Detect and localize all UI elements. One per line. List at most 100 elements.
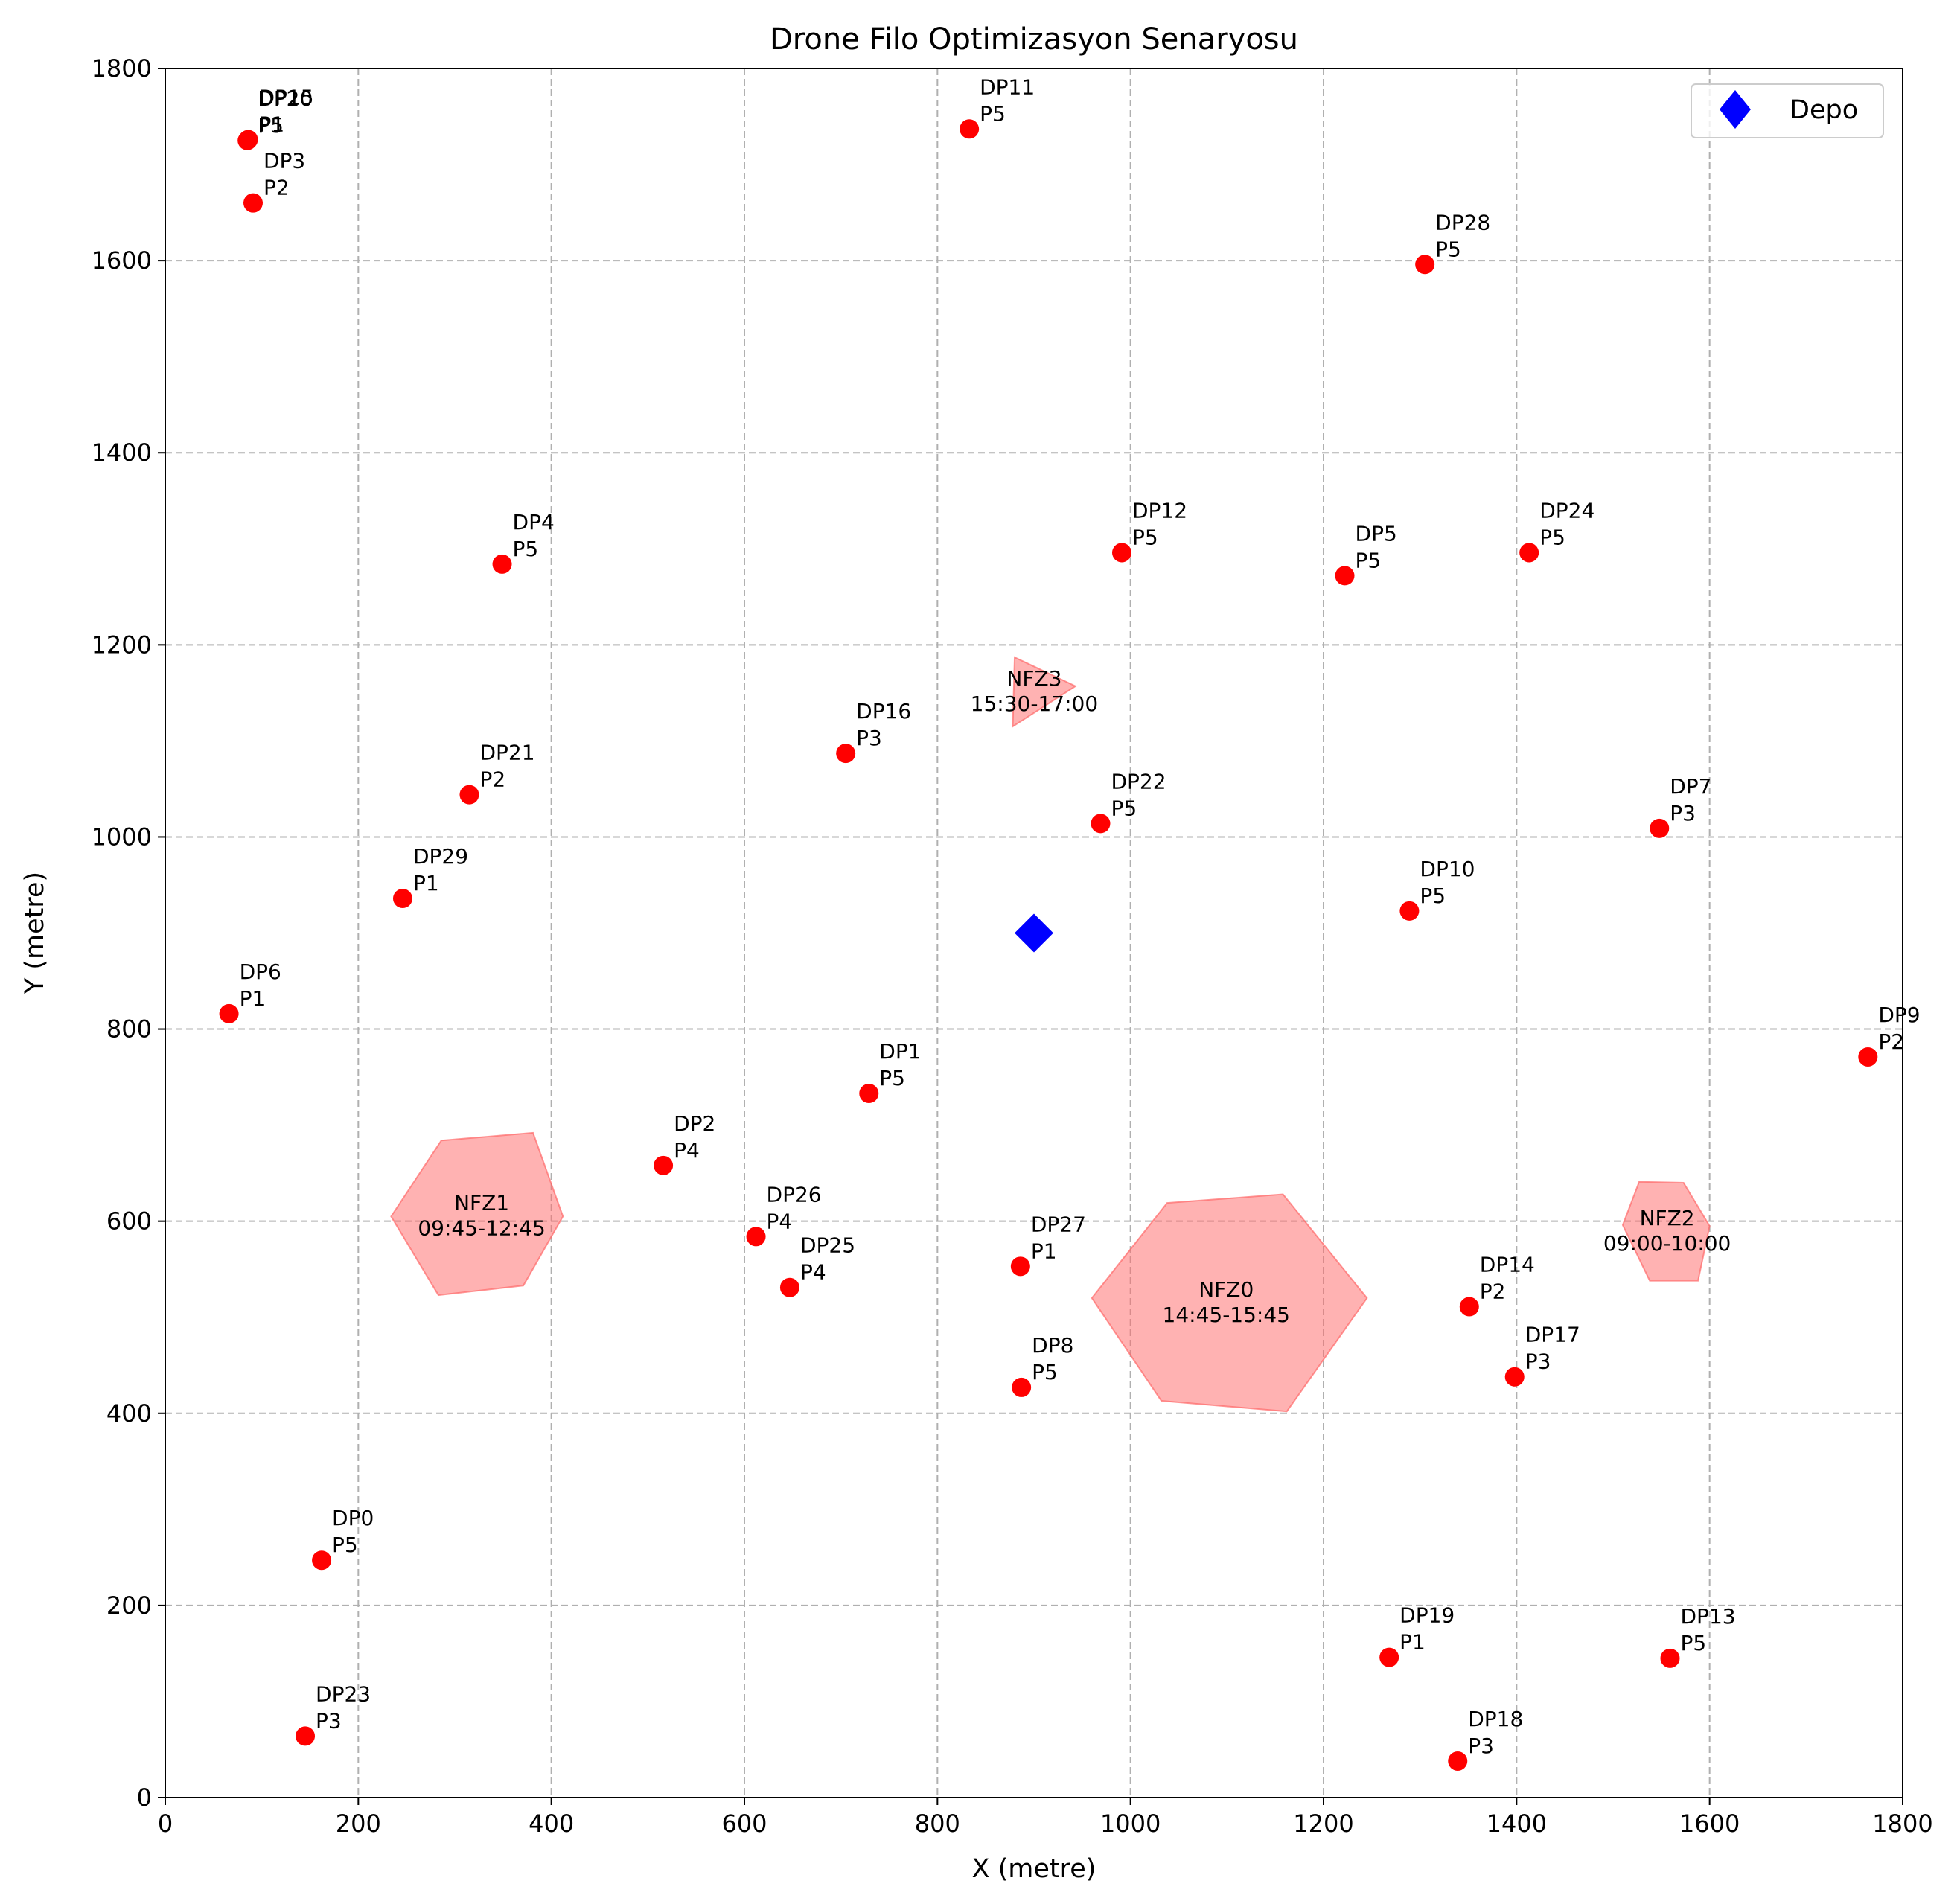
x-tick-label: 1200 [1293,1809,1353,1838]
delivery-point-dp24-priority: P5 [1539,525,1565,549]
nfz-nfz1-polygon [390,1131,564,1297]
delivery-point-dp8-id: DP8 [1032,1333,1073,1358]
x-tick-label: 600 [721,1809,767,1838]
y-axis-label: Y (metre) [20,872,50,994]
x-tick-label: 1800 [1872,1809,1932,1838]
delivery-point-dp25-priority: P4 [800,1260,826,1285]
delivery-point-dp12 [1111,543,1131,563]
delivery-point-dp16-priority: P3 [856,726,882,750]
delivery-point-dp8 [1012,1377,1032,1397]
delivery-point-dp0 [312,1550,332,1571]
delivery-point-dp14-priority: P2 [1480,1280,1506,1304]
delivery-point-dp13-id: DP13 [1681,1604,1736,1629]
y-tick-label: 400 [106,1399,152,1428]
delivery-point-dp1-priority: P5 [879,1066,905,1090]
nfz-nfz0-polygon [1091,1193,1368,1413]
delivery-point-dp17 [1504,1367,1525,1387]
y-tick-label: 1600 [92,246,152,275]
delivery-point-dp9-priority: P2 [1878,1029,1904,1054]
delivery-point-dp20-priority: P5 [258,113,284,138]
delivery-point-dp8-priority: P5 [1032,1360,1058,1384]
delivery-point-dp6 [219,1003,239,1023]
delivery-point-dp29-id: DP29 [413,844,468,869]
delivery-point-dp28-priority: P5 [1435,237,1461,261]
delivery-point-dp21-priority: P2 [479,767,505,792]
delivery-point-dp27-priority: P1 [1031,1239,1057,1263]
delivery-point-dp19-priority: P1 [1399,1630,1426,1655]
delivery-point-dp18 [1448,1751,1468,1771]
delivery-point-dp13 [1660,1648,1680,1668]
delivery-point-dp15-priority: P1 [259,112,285,137]
delivery-point-dp5-id: DP5 [1356,521,1397,546]
delivery-point-dp20-id: DP20 [258,86,313,111]
nfz-nfz2-window: 09:00-10:00 [1603,1231,1731,1256]
delivery-point-dp13-priority: P5 [1681,1631,1707,1655]
delivery-point-dp26 [746,1227,766,1247]
delivery-point-dp24-id: DP24 [1539,498,1594,523]
delivery-point-dp5 [1335,566,1355,586]
delivery-point-dp20 [237,130,258,150]
delivery-point-dp27 [1010,1256,1030,1277]
chart-title: Drone Filo Optimizasyon Senaryosu [770,22,1298,57]
delivery-point-dp4-id: DP4 [513,510,555,534]
y-tick-label: 200 [106,1591,152,1620]
delivery-point-dp26-id: DP26 [767,1182,822,1207]
delivery-point-dp11-id: DP11 [980,74,1035,99]
delivery-point-dp12-id: DP12 [1132,498,1187,523]
delivery-point-dp28 [1415,255,1435,275]
delivery-point-dp18-id: DP18 [1468,1707,1523,1731]
delivery-point-dp17-priority: P3 [1525,1349,1551,1374]
delivery-point-dp19 [1379,1647,1399,1667]
delivery-point-dp7-priority: P3 [1670,801,1696,825]
nfz-nfz1-name: NFZ1 [454,1191,509,1215]
delivery-point-dp27-id: DP27 [1031,1212,1086,1236]
delivery-point-dp24 [1519,543,1539,563]
delivery-point-dp15-id: DP15 [259,86,314,110]
delivery-point-dp6-id: DP6 [240,959,281,984]
y-tick-label: 1800 [92,54,152,83]
delivery-point-dp22-priority: P5 [1111,796,1137,820]
delivery-point-dp29-priority: P1 [413,871,439,895]
y-tick-label: 1200 [92,630,152,659]
nfz-nfz0-name: NFZ0 [1198,1277,1254,1302]
x-axis-label: X (metre) [972,1854,1096,1884]
delivery-point-dp14 [1459,1297,1479,1317]
x-tick-label: 1400 [1487,1809,1547,1838]
delivery-point-dp28-id: DP28 [1435,210,1490,234]
y-tick-label: 0 [137,1783,152,1812]
delivery-point-dp29 [392,889,412,909]
y-tick-label: 600 [106,1207,152,1236]
axis-ticks: 0 200 400 600 800 1000 1200 1400 1600 1800 0 200 400… [92,54,1933,1838]
delivery-point-dp19-id: DP19 [1399,1603,1455,1628]
delivery-point-dp2-id: DP2 [674,1111,715,1136]
nfz-nfz3-name: NFZ3 [1006,666,1061,691]
delivery-point-dp5-priority: P5 [1356,548,1382,572]
delivery-point-dp16 [836,744,856,764]
delivery-point-dp7 [1650,818,1670,838]
delivery-points: DP0P5DP1P5DP2P4DP3P2DP4P5DP5P5DP6P1DP7P3… [219,74,1921,1771]
nfz-nfz3-window: 15:30-17:00 [971,691,1099,716]
x-tick-label: 400 [529,1809,574,1838]
legend: Depo [1691,83,1884,138]
delivery-point-dp3-priority: P2 [264,176,290,200]
delivery-point-dp25 [779,1277,799,1297]
x-tick-label: 0 [158,1809,173,1838]
delivery-point-dp12-priority: P5 [1132,525,1158,549]
delivery-point-dp21 [459,785,479,805]
delivery-point-dp6-priority: P1 [240,986,266,1011]
delivery-point-dp4-priority: P5 [513,537,539,561]
delivery-point-dp10 [1399,901,1420,921]
delivery-point-dp21-id: DP21 [479,741,534,765]
nfz-nfz3-polygon [1012,656,1077,728]
delivery-point-dp18-priority: P3 [1468,1734,1494,1758]
delivery-point-dp3 [243,193,263,213]
plot-frame [165,68,1903,1798]
legend-depot-marker [1720,90,1751,129]
delivery-point-dp9-id: DP9 [1878,1003,1920,1027]
delivery-point-dp26-priority: P4 [767,1209,793,1233]
x-tick-label: 1600 [1679,1809,1740,1838]
delivery-point-dp10-id: DP10 [1420,857,1475,881]
